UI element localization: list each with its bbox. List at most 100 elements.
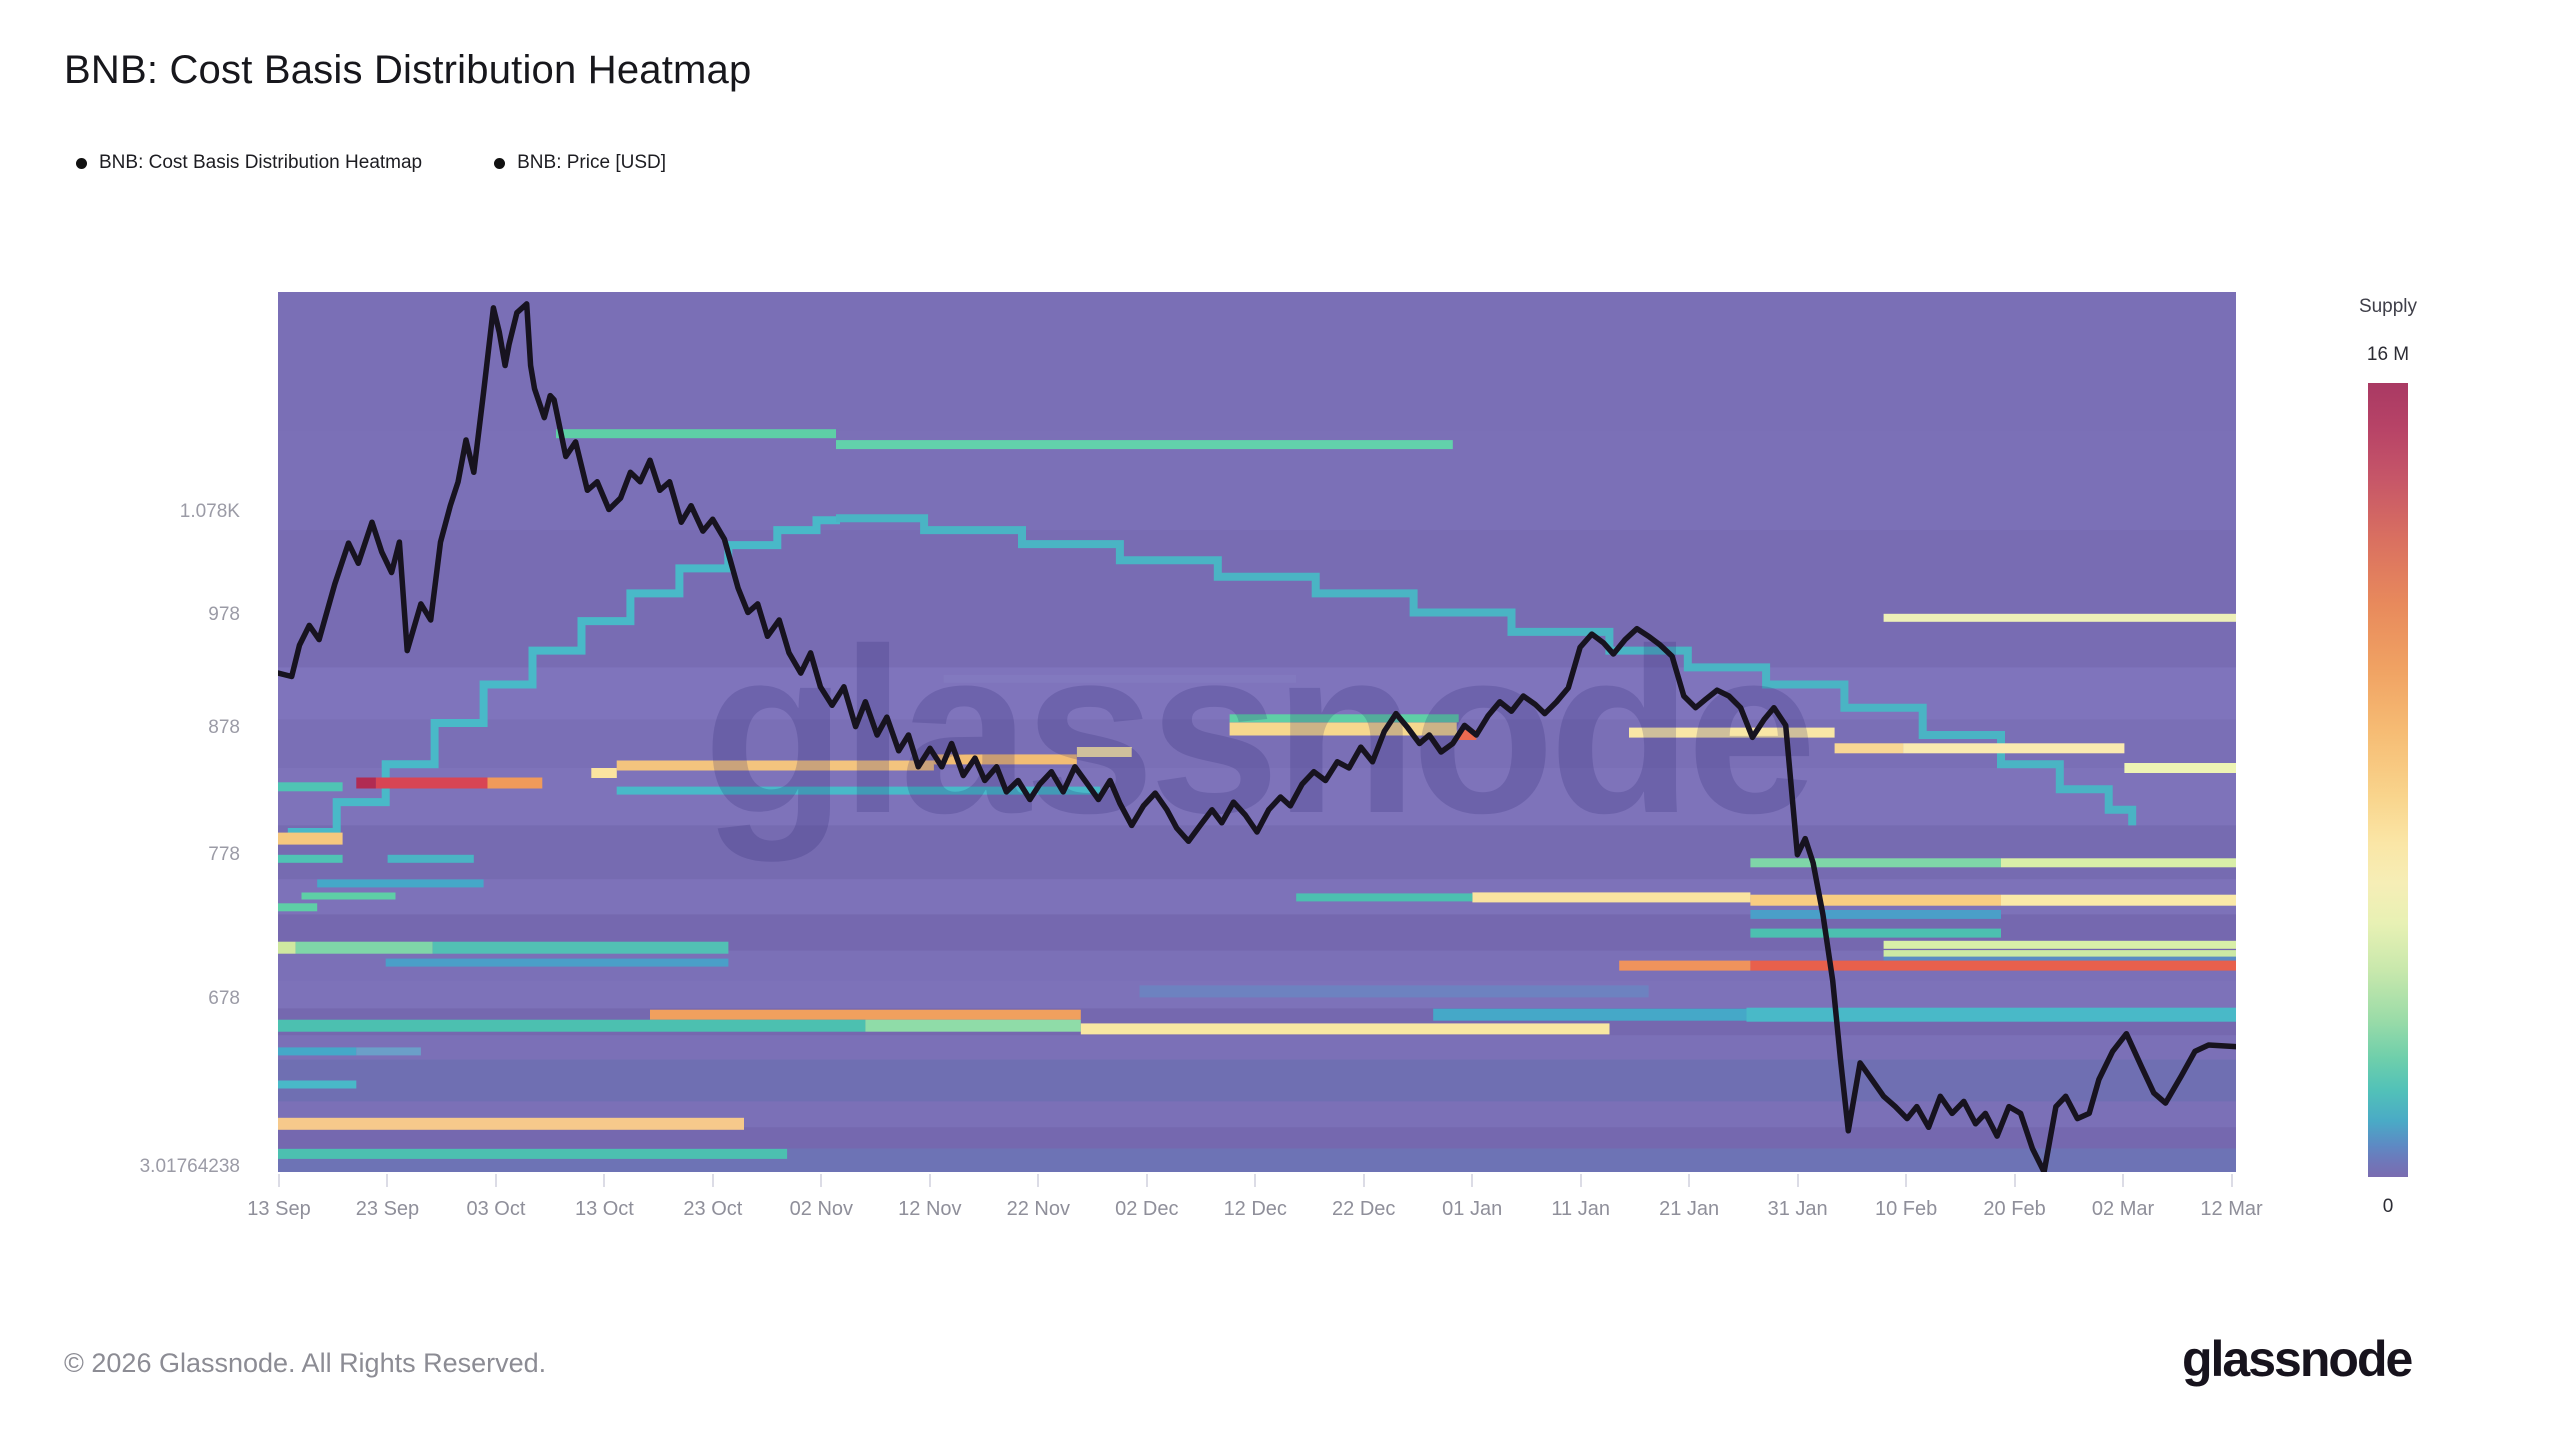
x-tick-mark [1688, 1174, 1691, 1187]
x-tick-label: 02 Dec [1115, 1198, 1179, 1220]
supply-band [1750, 960, 2236, 971]
x-tick-mark [1254, 1174, 1257, 1187]
heatmap-svg: glassnode [278, 292, 2236, 1172]
supply-band [1229, 722, 1457, 736]
x-tick-mark [928, 1174, 931, 1187]
x-tick-mark [1579, 1174, 1582, 1187]
x-tick-mark [711, 1174, 714, 1187]
x-tick-label: 02 Mar [2091, 1198, 2155, 1220]
glassnode-logo: glassnode [2182, 1331, 2413, 1387]
supply-band [432, 941, 729, 954]
y-tick-label: 678 [208, 988, 240, 1010]
supply-band [301, 892, 396, 900]
x-tick-label: 03 Oct [466, 1198, 526, 1220]
x-tick-label: 31 Jan [1767, 1198, 1828, 1220]
y-tick-label: 778 [208, 843, 240, 865]
supply-band [865, 1019, 1081, 1032]
x-tick-mark [2230, 1174, 2233, 1187]
supply-band [1229, 714, 1459, 723]
x-tick-label: 12 Dec [1223, 1198, 1287, 1220]
supply-band [1750, 858, 2001, 868]
heatmap-plot-area[interactable]: glassnode [278, 292, 2236, 1172]
colorbar-gradient [2368, 383, 2408, 1177]
supply-band [1750, 909, 2001, 919]
heatmap-bg-row [278, 530, 2236, 668]
supply-band [1296, 893, 1473, 902]
legend-item-heatmap[interactable]: BNB: Cost Basis Distribution Heatmap [76, 152, 422, 174]
supply-band [2001, 858, 2236, 868]
supply-band [1883, 940, 2236, 949]
supply-band [943, 674, 1297, 683]
supply-band [278, 903, 318, 912]
x-tick-mark [1471, 1174, 1474, 1187]
supply-band [317, 879, 484, 888]
x-tick-label: 21 Jan [1659, 1198, 1720, 1220]
x-tick-label: 23 Oct [683, 1198, 743, 1220]
x-tick-mark [2013, 1174, 2016, 1187]
x-tick-mark [278, 1174, 280, 1187]
supply-band [385, 958, 729, 967]
supply-band [1883, 613, 2236, 622]
supply-band [1834, 743, 1904, 754]
x-axis: 13 Sep 23 Sep 03 Oct 13 Oct 23 Oct 02 Nov 12 N… [247, 1172, 2263, 1242]
supply-band [278, 782, 343, 792]
legend-item-price-label: BNB: Price [USD] [517, 152, 666, 173]
supply-band [1619, 960, 1751, 971]
supply-band [1433, 1008, 1747, 1021]
y-axis: 1.078K 978 878 778 678 3.01764238 [0, 292, 240, 1176]
supply-band [387, 854, 474, 863]
x-tick-label: 13 Sep [247, 1198, 311, 1220]
y-tick-label: 1.078K [179, 501, 240, 523]
x-tick-mark [1145, 1174, 1148, 1187]
supply-band [278, 1117, 744, 1130]
colorbar: Supply 16 M 0 [2340, 288, 2460, 1218]
supply-band [1903, 743, 2125, 754]
supply-band [1458, 730, 1477, 740]
x-tick-label: 12 Nov [898, 1198, 962, 1220]
heatmap-bg-row [278, 1059, 2236, 1102]
supply-band [1750, 894, 2001, 906]
x-tick-mark [1796, 1174, 1799, 1187]
y-tick-label: 978 [208, 603, 240, 625]
supply-band [1750, 928, 2001, 938]
supply-band [278, 941, 296, 954]
legend-item-heatmap-label: BNB: Cost Basis Distribution Heatmap [99, 152, 423, 173]
heatmap-bg-row [278, 292, 2236, 431]
supply-band [278, 854, 343, 863]
supply-band [616, 760, 934, 771]
price-line [278, 301, 2236, 1172]
x-tick-mark [386, 1174, 389, 1187]
copyright-text: © 2026 Glassnode. All Rights Reserved. [64, 1348, 547, 1378]
glassnode-watermark: glassnode [703, 599, 1811, 862]
x-tick-mark [1037, 1174, 1040, 1187]
supply-band [1746, 1007, 2236, 1022]
page-title: BNB: Cost Basis Distribution Heatmap [64, 48, 752, 92]
x-tick-mark [2122, 1174, 2125, 1187]
supply-band [2001, 894, 2236, 906]
supply-band [356, 1047, 421, 1056]
supply-band [1472, 892, 1751, 903]
colorbar-max-label: 16 M [2366, 344, 2410, 365]
supply-band [487, 777, 543, 789]
supply-band [278, 1047, 357, 1056]
supply-band [1076, 747, 1132, 757]
heatmap-bg-row [278, 1127, 2236, 1149]
supply-band [1883, 950, 2236, 958]
x-tick-label: 23 Sep [355, 1198, 420, 1220]
supply-band [2124, 763, 2236, 773]
legend-item-price[interactable]: BNB: Price [USD] [494, 152, 666, 174]
x-tick-label: 02 Nov [789, 1198, 854, 1220]
supply-band [616, 786, 1101, 795]
supply-band [278, 1019, 866, 1032]
x-tick-label: 10 Feb [1874, 1198, 1938, 1220]
x-tick-label: 22 Dec [1332, 1198, 1396, 1220]
x-tick-label: 11 Jan [1551, 1198, 1610, 1220]
supply-band [1883, 956, 2236, 963]
supply-band [375, 777, 488, 789]
x-tick-label: 22 Nov [1006, 1198, 1070, 1220]
colorbar-min-label: 0 [2382, 1196, 2394, 1217]
x-tick-label: 01 Jan [1442, 1198, 1503, 1220]
supply-band [650, 1009, 1081, 1020]
legend-dot-icon [494, 157, 506, 169]
supply-band [278, 832, 343, 845]
